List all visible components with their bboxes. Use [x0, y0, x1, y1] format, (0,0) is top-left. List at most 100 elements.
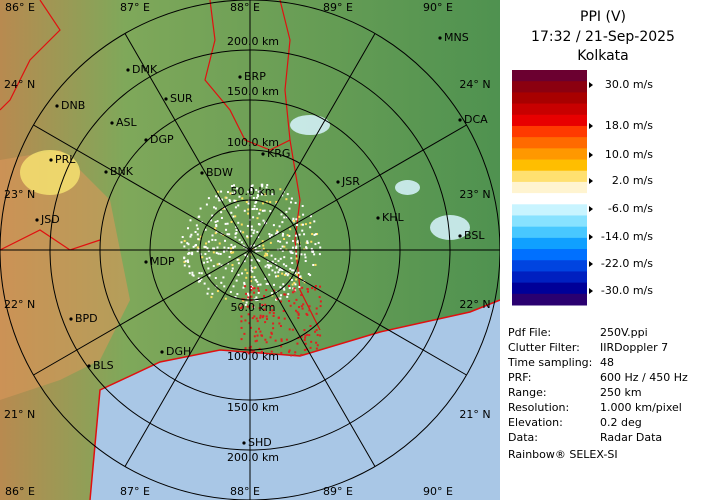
footer: Rainbow® SELEX-SI [508, 448, 618, 461]
lat-label: 24° N [4, 78, 35, 91]
echo [267, 260, 270, 263]
echo [250, 259, 253, 262]
echo [275, 298, 278, 301]
echo [252, 196, 255, 199]
echo [220, 281, 223, 284]
city-dot [164, 97, 168, 101]
city-dot [336, 180, 340, 184]
echo [239, 230, 242, 233]
echo [250, 225, 253, 228]
echo [277, 240, 280, 243]
echo [243, 283, 246, 286]
radial [33, 249, 251, 376]
echo [214, 239, 217, 242]
echo [282, 263, 285, 266]
echo [200, 278, 203, 281]
echo [257, 289, 260, 292]
echo [303, 339, 306, 342]
echo [252, 244, 255, 247]
color-swatch [512, 293, 587, 306]
echo [242, 299, 245, 302]
echo [240, 223, 243, 226]
echo [283, 293, 286, 296]
city-label: KRG [267, 147, 290, 160]
echo [214, 232, 217, 235]
echo [298, 285, 301, 288]
echo [256, 320, 259, 323]
echo [183, 245, 186, 248]
echo [305, 241, 308, 244]
echo [234, 191, 237, 194]
city-label: BLS [93, 359, 114, 372]
echo [183, 239, 186, 242]
echo [308, 334, 311, 337]
echo [293, 219, 296, 222]
echo [300, 294, 303, 297]
info-label: Elevation: [508, 416, 563, 429]
echo [295, 234, 298, 237]
echo [244, 254, 247, 257]
echo [268, 273, 271, 276]
echo [272, 327, 275, 330]
echo [272, 224, 275, 227]
map-labels: 86° E 86° E 87° E 87° E 88° E 88° E 89° E 89° E… [4, 1, 491, 498]
city-dot [144, 138, 148, 142]
echo [284, 293, 287, 296]
echo [204, 245, 207, 248]
info-label: Clutter Filter: [508, 341, 580, 354]
echo [216, 263, 219, 266]
echo [227, 246, 230, 249]
echo [295, 257, 298, 260]
echo [279, 240, 282, 243]
echo [220, 264, 223, 267]
echo [255, 188, 258, 191]
info-value: 250 km [600, 386, 642, 399]
echo [240, 326, 243, 329]
echo [243, 281, 246, 284]
echo [290, 354, 293, 357]
city-label: PRL [55, 153, 76, 166]
echo [310, 240, 313, 243]
city-dot [261, 152, 265, 156]
echo [235, 228, 238, 231]
city-dot [238, 75, 242, 79]
city-label: MDP [150, 255, 175, 268]
echo [249, 345, 252, 348]
city-label: DGH [166, 345, 191, 358]
echo [195, 244, 198, 247]
echo [234, 236, 237, 239]
radial [33, 124, 251, 251]
echo [244, 319, 247, 322]
echo [270, 234, 273, 237]
legend-label: -22.0 m/s [601, 257, 653, 270]
echo [262, 219, 265, 222]
echo [232, 251, 235, 254]
echo [198, 272, 201, 275]
echo [247, 212, 250, 215]
echo [263, 308, 266, 311]
echo [313, 220, 316, 223]
echo [293, 302, 296, 305]
range-label: 100.0 km [227, 136, 279, 149]
echo [203, 282, 206, 285]
echo [208, 274, 211, 277]
echo [187, 260, 190, 263]
echo [285, 264, 288, 267]
color-swatch [512, 159, 587, 172]
echo [263, 254, 266, 257]
echo [289, 228, 292, 231]
color-swatch [512, 193, 587, 205]
echo [298, 276, 301, 279]
echo [214, 227, 217, 230]
echo [247, 190, 250, 193]
lat-label: 22° N [4, 298, 35, 311]
echo [285, 210, 288, 213]
echo [255, 250, 258, 253]
echo [281, 234, 284, 237]
legend-label: 2.0 m/s [612, 174, 653, 187]
echo [281, 194, 284, 197]
city-label: SUR [170, 92, 193, 105]
echo [291, 283, 294, 286]
echo [255, 339, 258, 342]
echo [196, 250, 199, 253]
